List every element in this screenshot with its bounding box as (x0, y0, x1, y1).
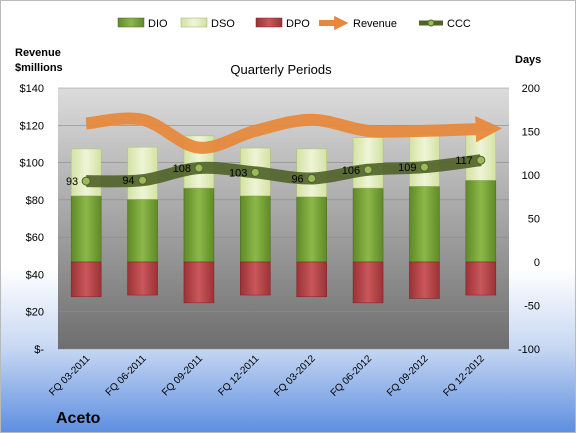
x-axis-category-label: FQ 03-2012 (272, 353, 318, 399)
left-axis-tick-label: $- (34, 344, 44, 356)
bar-dpo (296, 261, 327, 298)
x-axis-category-label: FQ 09-2011 (160, 353, 205, 398)
ccc-point (250, 167, 260, 177)
right-axis: -100 -50 0 50 100 150 200 (518, 83, 540, 356)
ccc-data-labels: 93 94 108 103 96 106 109 117 (66, 155, 473, 188)
legend-label-dpo: DPO (286, 18, 310, 30)
ccc-point (363, 165, 373, 175)
legend-label-revenue: Revenue (353, 18, 397, 30)
left-axis-tick-label: $40 (26, 269, 44, 281)
bar-dio (70, 195, 102, 263)
ccc-point (419, 162, 429, 172)
ccc-data-label: 93 (66, 176, 78, 188)
right-axis-tick-label: 150 (522, 127, 540, 139)
ccc-point (81, 176, 91, 186)
right-axis-tick-label: 50 (528, 214, 540, 226)
bar-dio (296, 196, 327, 263)
x-axis-category-label: FQ 12-2011 (216, 353, 261, 398)
revenue-line (85, 112, 502, 154)
x-axis-category-label: FQ 06-2012 (329, 353, 375, 399)
right-axis-tick-label: -100 (518, 344, 540, 356)
bar-dio (183, 187, 215, 263)
bar-dpo (240, 261, 271, 296)
left-axis-tick-label: $60 (26, 232, 44, 244)
ccc-data-label: 109 (398, 162, 416, 174)
bar-dpo (465, 261, 497, 296)
ccc-data-label: 94 (122, 175, 134, 187)
right-axis-tick-label: 0 (534, 257, 540, 269)
bar-dio (465, 179, 497, 263)
bar-dpo (409, 261, 440, 299)
ccc-line (86, 154, 482, 188)
left-axis: $- $20 $40 $60 $80 $100 $120 $140 (20, 83, 45, 356)
legend-label-dso: DSO (211, 18, 235, 30)
chart-title: Quarterly Periods (230, 62, 332, 77)
bar-dso (352, 137, 384, 189)
bar-dpo (352, 261, 384, 304)
left-axis-tick-label: $120 (20, 120, 44, 132)
legend-swatch-dpo (255, 17, 283, 28)
legend-swatch-dso (180, 17, 208, 28)
ccc-point (194, 163, 204, 173)
bar-dso (70, 148, 102, 197)
left-axis-tick-label: $100 (20, 158, 44, 170)
x-axis: FQ 03-2011 FQ 06-2011 FQ 09-2011 FQ 12-2011… (47, 353, 487, 399)
right-axis-title: Days (515, 54, 541, 66)
legend-swatch-dio (117, 17, 145, 28)
right-axis-tick-label: 100 (522, 170, 540, 182)
left-axis-tick-label: $20 (26, 307, 44, 319)
legend-label-ccc: CCC (447, 18, 471, 30)
right-axis-tick-label: -50 (524, 301, 540, 313)
right-axis-tick-label: 200 (522, 83, 540, 95)
bar-series (70, 130, 497, 304)
left-axis-tick-label: $80 (26, 195, 44, 207)
ccc-point (307, 173, 317, 183)
ccc-data-label: 103 (229, 167, 247, 179)
legend: DIO DSO DPO Revenue CCC (117, 15, 471, 31)
x-axis-category-label: FQ 03-2011 (47, 353, 92, 398)
bar-dio (409, 186, 440, 263)
bar-dpo (183, 261, 215, 304)
left-axis-title-line2: $millions (15, 62, 63, 74)
ccc-data-label: 108 (173, 163, 191, 175)
line-series (81, 112, 502, 188)
left-axis-title-line1: Revenue (15, 47, 61, 59)
ccc-data-label: 117 (455, 155, 473, 167)
bar-dio (352, 187, 384, 263)
x-axis-category-label: FQ 12-2012 (441, 353, 487, 399)
x-axis-category-label: FQ 06-2011 (104, 353, 149, 398)
bar-dio (127, 199, 158, 263)
ccc-point (138, 175, 148, 185)
ccc-data-label: 96 (291, 173, 303, 185)
legend-marker-ccc (427, 19, 435, 27)
bar-dpo (70, 261, 102, 298)
ccc-data-label: 106 (342, 165, 360, 177)
company-name: Aceto (56, 410, 101, 427)
x-axis-category-label: FQ 09-2012 (385, 353, 431, 399)
legend-label-dio: DIO (148, 18, 168, 30)
bar-dio (240, 195, 271, 263)
bar-dpo (127, 261, 158, 296)
ccc-point (476, 155, 486, 165)
left-axis-tick-label: $140 (20, 83, 44, 95)
